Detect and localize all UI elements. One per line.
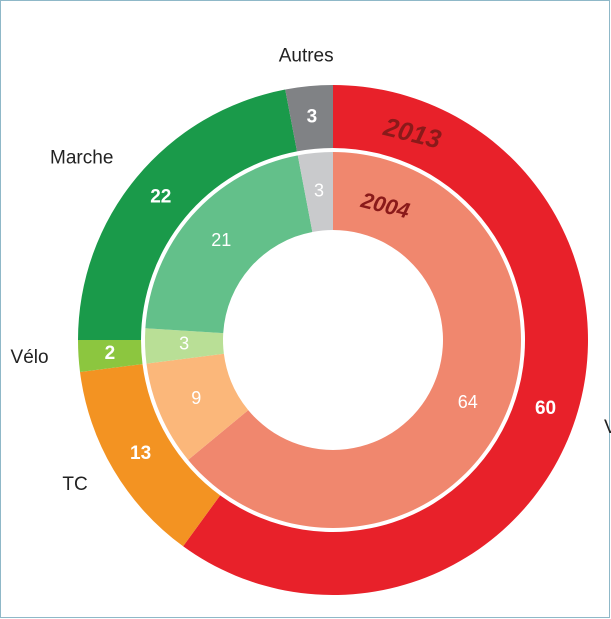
value-label: 64 bbox=[458, 392, 478, 412]
slice bbox=[188, 152, 521, 528]
value-label: 21 bbox=[211, 230, 231, 250]
slice bbox=[285, 85, 333, 152]
value-label: 3 bbox=[314, 180, 324, 200]
category-label: Vélo bbox=[11, 347, 49, 368]
value-label: 2 bbox=[105, 343, 116, 364]
slice bbox=[183, 85, 589, 595]
category-label: TC bbox=[62, 474, 87, 495]
value-label: 22 bbox=[150, 187, 171, 208]
category-label: VP bbox=[604, 417, 611, 438]
slice bbox=[146, 353, 249, 460]
value-label: 60 bbox=[535, 398, 556, 419]
slice bbox=[145, 328, 224, 364]
value-label: 13 bbox=[130, 443, 151, 464]
category-label: Marche bbox=[50, 147, 113, 168]
slice bbox=[80, 364, 221, 547]
slice bbox=[78, 89, 298, 340]
slice bbox=[145, 155, 313, 334]
slice bbox=[78, 340, 143, 372]
value-label: 3 bbox=[307, 107, 318, 128]
category-label: Autres bbox=[279, 45, 334, 66]
value-label: 9 bbox=[191, 388, 201, 408]
slice bbox=[297, 152, 333, 232]
separator bbox=[141, 148, 525, 532]
value-label: 3 bbox=[179, 333, 189, 353]
